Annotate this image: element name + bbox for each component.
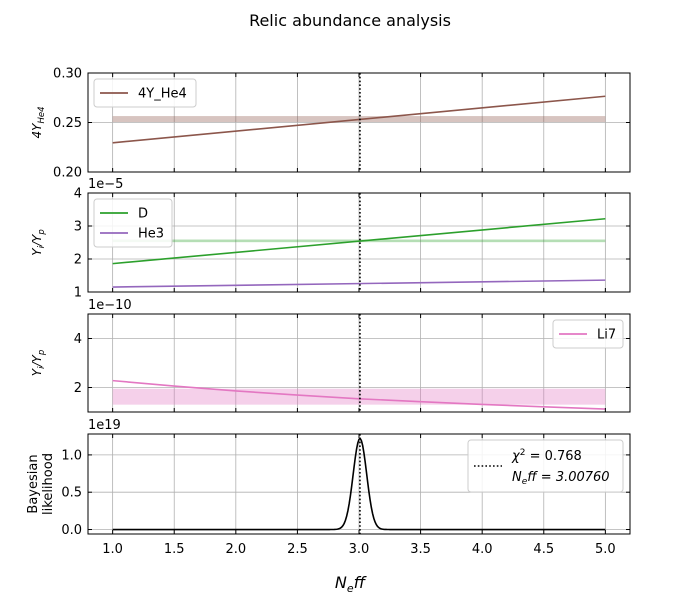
panel-2: 1 2 3 4 1e−5 Yi/Yp D He3 — [30, 177, 631, 301]
y-tick-label: 0.0 — [61, 523, 82, 538]
x-tick-label: 3.0 — [349, 542, 370, 557]
panel-4: 0.0 0.5 1.0 1.0 1.5 2.0 2.5 3.0 3.5 4.0 4.5 5.0 1e19… — [26, 418, 631, 557]
series-line-d — [112, 217, 606, 265]
legend-label: D — [138, 207, 148, 222]
legend-label: He3 — [138, 227, 164, 242]
legend: D He3 — [93, 198, 173, 248]
legend-frame — [467, 439, 624, 493]
y-axis-label: 4YHe4 — [30, 107, 47, 139]
x-tick-label: 3.5 — [410, 542, 431, 557]
series-line-4y_he4 — [112, 95, 606, 144]
y-tick-label: 4 — [74, 187, 82, 202]
x-axis-label: Neff — [335, 573, 368, 595]
series-line-likelihood — [112, 437, 606, 531]
x-tick-label: 1.5 — [164, 542, 185, 557]
y-tick-label: 0.30 — [53, 67, 82, 82]
legend-frame — [93, 198, 173, 248]
offset-label: 1e19 — [88, 418, 121, 433]
y-tick-label: 2 — [74, 253, 82, 268]
x-tick-label: 2.0 — [225, 542, 246, 557]
legend-label: χ2 = 0.768 — [511, 448, 582, 464]
legend-label: Li7 — [597, 328, 616, 343]
offset-label: 1e−5 — [88, 177, 123, 192]
legend: χ2 = 0.768 Neff = 3.00760 — [467, 439, 624, 493]
series-line-li7 — [112, 379, 606, 410]
y-tick-label: 0.20 — [53, 166, 82, 181]
legend: 4Y_He4 — [93, 78, 197, 108]
y-tick-label: 0.5 — [61, 486, 82, 501]
y-tick-label: 1.0 — [61, 448, 82, 463]
x-tick-label: 2.5 — [287, 542, 308, 557]
x-tick-label: 4.5 — [533, 542, 554, 557]
y-tick-label: 4 — [74, 332, 82, 347]
y-axis-label: Bayesian — [26, 454, 41, 513]
y-tick-label: 1 — [74, 286, 82, 301]
panel-3: 2 4 1e−10 Yi/Yp Li7 — [30, 298, 631, 413]
y-tick-label: 2 — [74, 381, 82, 396]
x-tick-label: 4.0 — [472, 542, 493, 557]
y-axis-label: Yi/Yp — [30, 229, 47, 256]
legend-label: 4Y_He4 — [138, 87, 187, 102]
figure-title: Relic abundance analysis — [249, 11, 451, 30]
observation-band — [112, 388, 606, 405]
panel-1: 0.20 0.25 0.30 4YHe4 4Y_He4 — [30, 67, 631, 181]
series-line-he3 — [112, 279, 606, 288]
y-tick-label: 3 — [74, 220, 82, 235]
y-axis-label: likelihood — [41, 453, 56, 515]
y-axis-label: Yi/Yp — [30, 350, 47, 377]
x-tick-label: 1.0 — [102, 542, 123, 557]
offset-label: 1e−10 — [88, 298, 132, 313]
y-tick-label: 0.25 — [53, 116, 82, 131]
x-tick-label: 5.0 — [595, 542, 616, 557]
legend-frame — [93, 78, 197, 108]
legend-frame — [552, 319, 624, 349]
legend-label: Neff = 3.00760 — [512, 470, 610, 487]
legend: Li7 — [552, 319, 624, 349]
